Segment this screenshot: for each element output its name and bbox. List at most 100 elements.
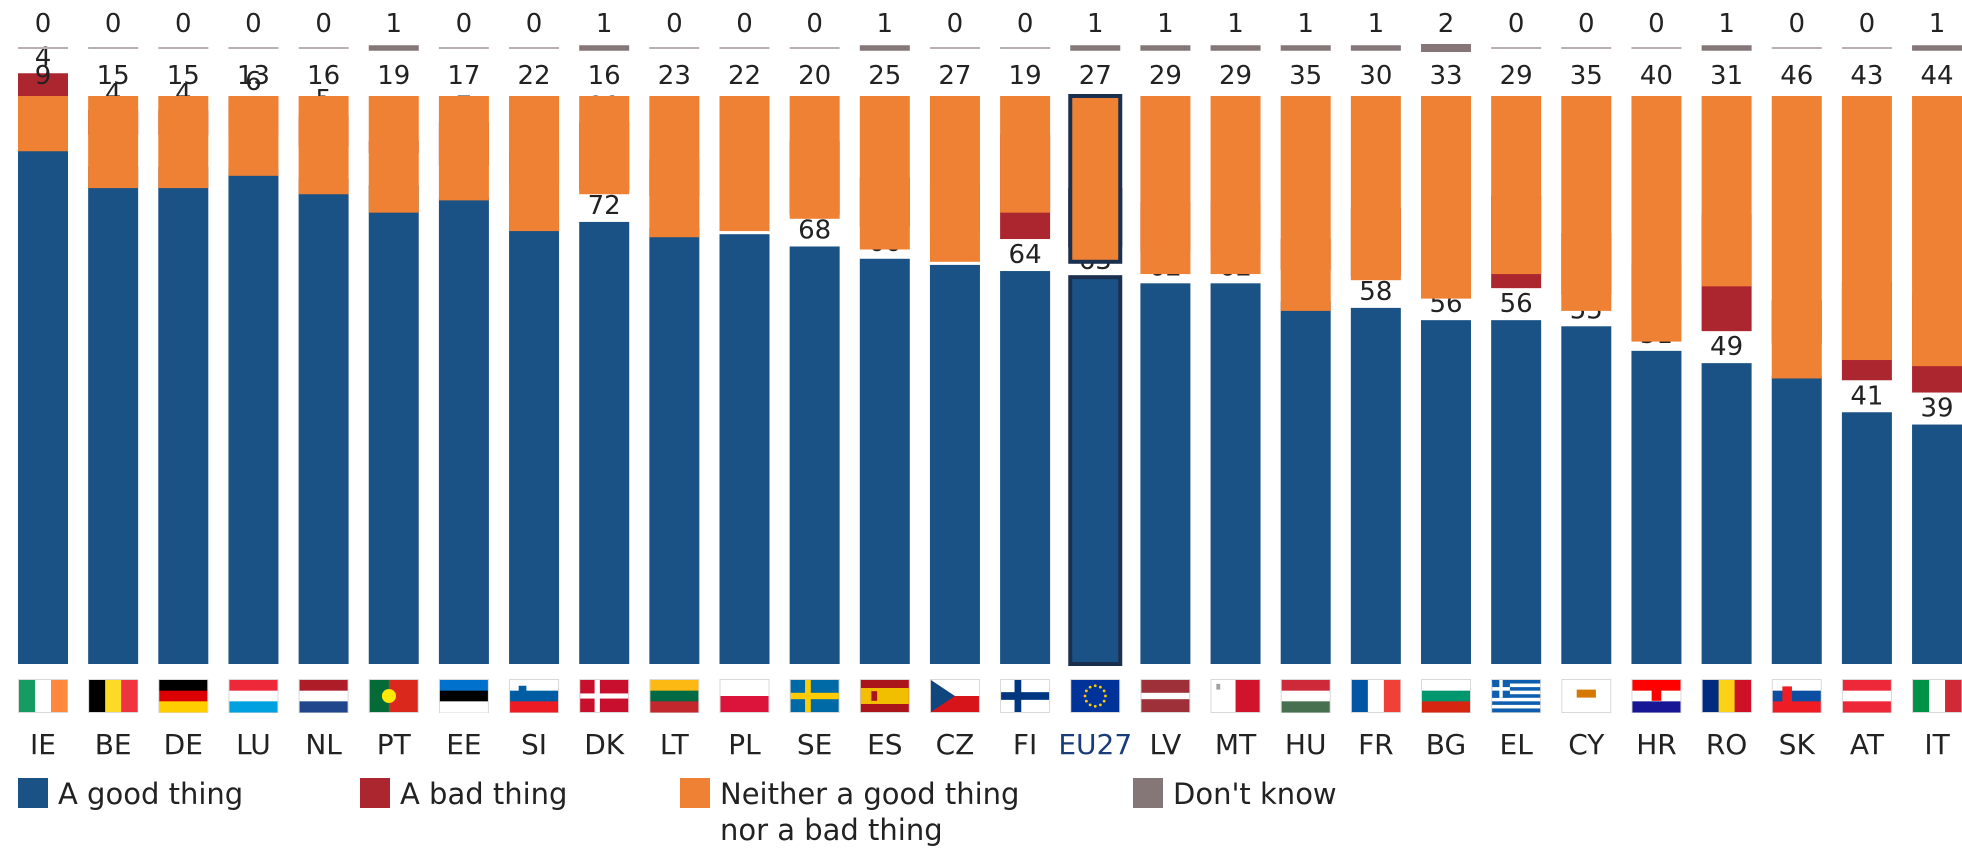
label-good-fr: 58 bbox=[1359, 277, 1392, 307]
bar-good-ro bbox=[1701, 363, 1752, 664]
bar-neither-ee bbox=[438, 96, 489, 201]
legend-label-neither-line-1: Neither a good thing bbox=[720, 777, 1020, 811]
bar-neither-fr bbox=[1350, 96, 1401, 281]
label-good-it: 39 bbox=[1921, 394, 1954, 424]
label-dont-know-mt: 1 bbox=[1227, 9, 1244, 39]
category-label-bg: BG bbox=[1426, 728, 1466, 761]
label-neither-hu: 35 bbox=[1289, 61, 1322, 91]
legend-label-dont-know: Don't know bbox=[1173, 776, 1337, 812]
bar-neither-fi bbox=[1000, 96, 1051, 213]
bar-good-at bbox=[1841, 412, 1892, 664]
hu-flag bbox=[1280, 679, 1331, 713]
bar-dont-know-es bbox=[859, 45, 910, 51]
label-dont-know-be: 0 bbox=[105, 9, 122, 39]
label-neither-be: 15 bbox=[97, 61, 130, 91]
bar-neither-se bbox=[789, 96, 840, 219]
bar-bad-ie bbox=[18, 73, 68, 98]
bar-good-mt bbox=[1210, 283, 1261, 664]
label-neither-lu: 13 bbox=[237, 61, 270, 91]
label-neither-nl: 16 bbox=[307, 61, 340, 91]
label-dont-know-pt: 1 bbox=[385, 9, 402, 39]
fi-flag bbox=[1000, 679, 1051, 713]
cz-flag bbox=[929, 679, 980, 713]
bar-dont-know-cz bbox=[929, 47, 980, 49]
category-label-nl: NL bbox=[305, 728, 342, 761]
bar-neither-at bbox=[1841, 96, 1892, 361]
label-dont-know-hr: 0 bbox=[1648, 9, 1665, 39]
label-neither-lt: 23 bbox=[658, 61, 691, 91]
category-label-hr: HR bbox=[1636, 728, 1677, 761]
label-good-ro: 49 bbox=[1710, 332, 1743, 362]
label-dont-know-pl: 0 bbox=[736, 9, 753, 39]
sk-flag bbox=[1771, 679, 1822, 713]
bar-dont-know-eu27 bbox=[1070, 45, 1121, 51]
es-flag bbox=[859, 679, 910, 713]
bar-good-pl bbox=[719, 234, 770, 664]
bar-good-fi bbox=[1000, 271, 1051, 664]
bar-good-ie bbox=[18, 129, 68, 664]
label-dont-know-eu27: 1 bbox=[1087, 9, 1104, 39]
lv-flag bbox=[1140, 679, 1191, 713]
bar-dont-know-hu bbox=[1280, 45, 1331, 51]
legend-item-dont-know: Don't know bbox=[1133, 776, 1337, 812]
bar-good-ee bbox=[438, 197, 489, 665]
bar-dont-know-be bbox=[88, 47, 139, 49]
legend-item-neither: Neither a good thing nor a bad thing bbox=[680, 776, 1019, 848]
bar-dont-know-hr bbox=[1631, 47, 1682, 49]
label-dont-know-de: 0 bbox=[175, 9, 192, 39]
bg-flag bbox=[1421, 679, 1471, 713]
category-label-ee: EE bbox=[446, 728, 481, 761]
label-dont-know-fi: 0 bbox=[1017, 9, 1034, 39]
mt-flag bbox=[1210, 679, 1261, 713]
ee-flag bbox=[438, 679, 489, 713]
label-neither-dk: 16 bbox=[588, 61, 621, 91]
category-label-be: BE bbox=[95, 728, 132, 761]
legend-item-bad: A bad thing bbox=[360, 776, 567, 812]
bar-good-hu bbox=[1280, 301, 1331, 664]
bar-good-lv bbox=[1140, 283, 1191, 664]
category-label-ie: IE bbox=[30, 728, 56, 761]
category-label-se: SE bbox=[797, 728, 832, 761]
label-dont-know-hu: 1 bbox=[1297, 9, 1314, 39]
bar-dont-know-si bbox=[509, 47, 560, 49]
label-neither-fr: 30 bbox=[1359, 61, 1392, 91]
bar-good-cy bbox=[1561, 326, 1612, 664]
category-label-el: EL bbox=[1500, 728, 1534, 761]
label-neither-it: 44 bbox=[1921, 61, 1954, 91]
label-neither-se: 20 bbox=[798, 61, 831, 91]
bar-good-si bbox=[509, 215, 560, 664]
bar-dont-know-ie bbox=[18, 47, 68, 49]
legend-label-bad-line: A bad thing bbox=[400, 777, 568, 811]
label-neither-ie: 9 bbox=[35, 61, 52, 91]
legend-swatch-bad bbox=[360, 778, 390, 808]
label-dont-know-el: 0 bbox=[1508, 9, 1525, 39]
bar-good-sk bbox=[1771, 375, 1822, 664]
bar-dont-know-nl bbox=[298, 47, 349, 49]
bar-dont-know-mt bbox=[1210, 45, 1261, 51]
bar-neither-pl bbox=[719, 96, 770, 232]
bar-dont-know-pl bbox=[719, 47, 770, 49]
label-neither-el: 29 bbox=[1500, 61, 1533, 91]
legend-label-neither-line-2: nor a bad thing bbox=[720, 813, 943, 847]
bar-good-fr bbox=[1350, 307, 1401, 664]
it-flag bbox=[1912, 679, 1962, 713]
bar-good-nl bbox=[298, 178, 349, 664]
bar-neither-sk bbox=[1771, 96, 1822, 379]
label-dont-know-es: 1 bbox=[877, 9, 894, 39]
legend-swatch-good bbox=[18, 778, 48, 808]
bar-dont-know-el bbox=[1491, 47, 1542, 49]
label-neither-pl: 22 bbox=[728, 61, 761, 91]
category-label-sk: SK bbox=[1779, 728, 1816, 761]
bar-dont-know-sk bbox=[1771, 47, 1822, 49]
lu-flag bbox=[228, 679, 279, 713]
bar-good-bg bbox=[1421, 320, 1471, 664]
bar-dont-know-it bbox=[1912, 45, 1962, 51]
legend-label-dont-know-line: Don't know bbox=[1173, 777, 1337, 811]
bar-dont-know-de bbox=[158, 47, 209, 49]
label-dont-know-ie: 0 bbox=[35, 9, 52, 39]
category-label-de: DE bbox=[164, 728, 203, 761]
bar-neither-ro bbox=[1701, 96, 1752, 287]
label-dont-know-se: 0 bbox=[806, 9, 823, 39]
bar-good-es bbox=[859, 258, 910, 664]
